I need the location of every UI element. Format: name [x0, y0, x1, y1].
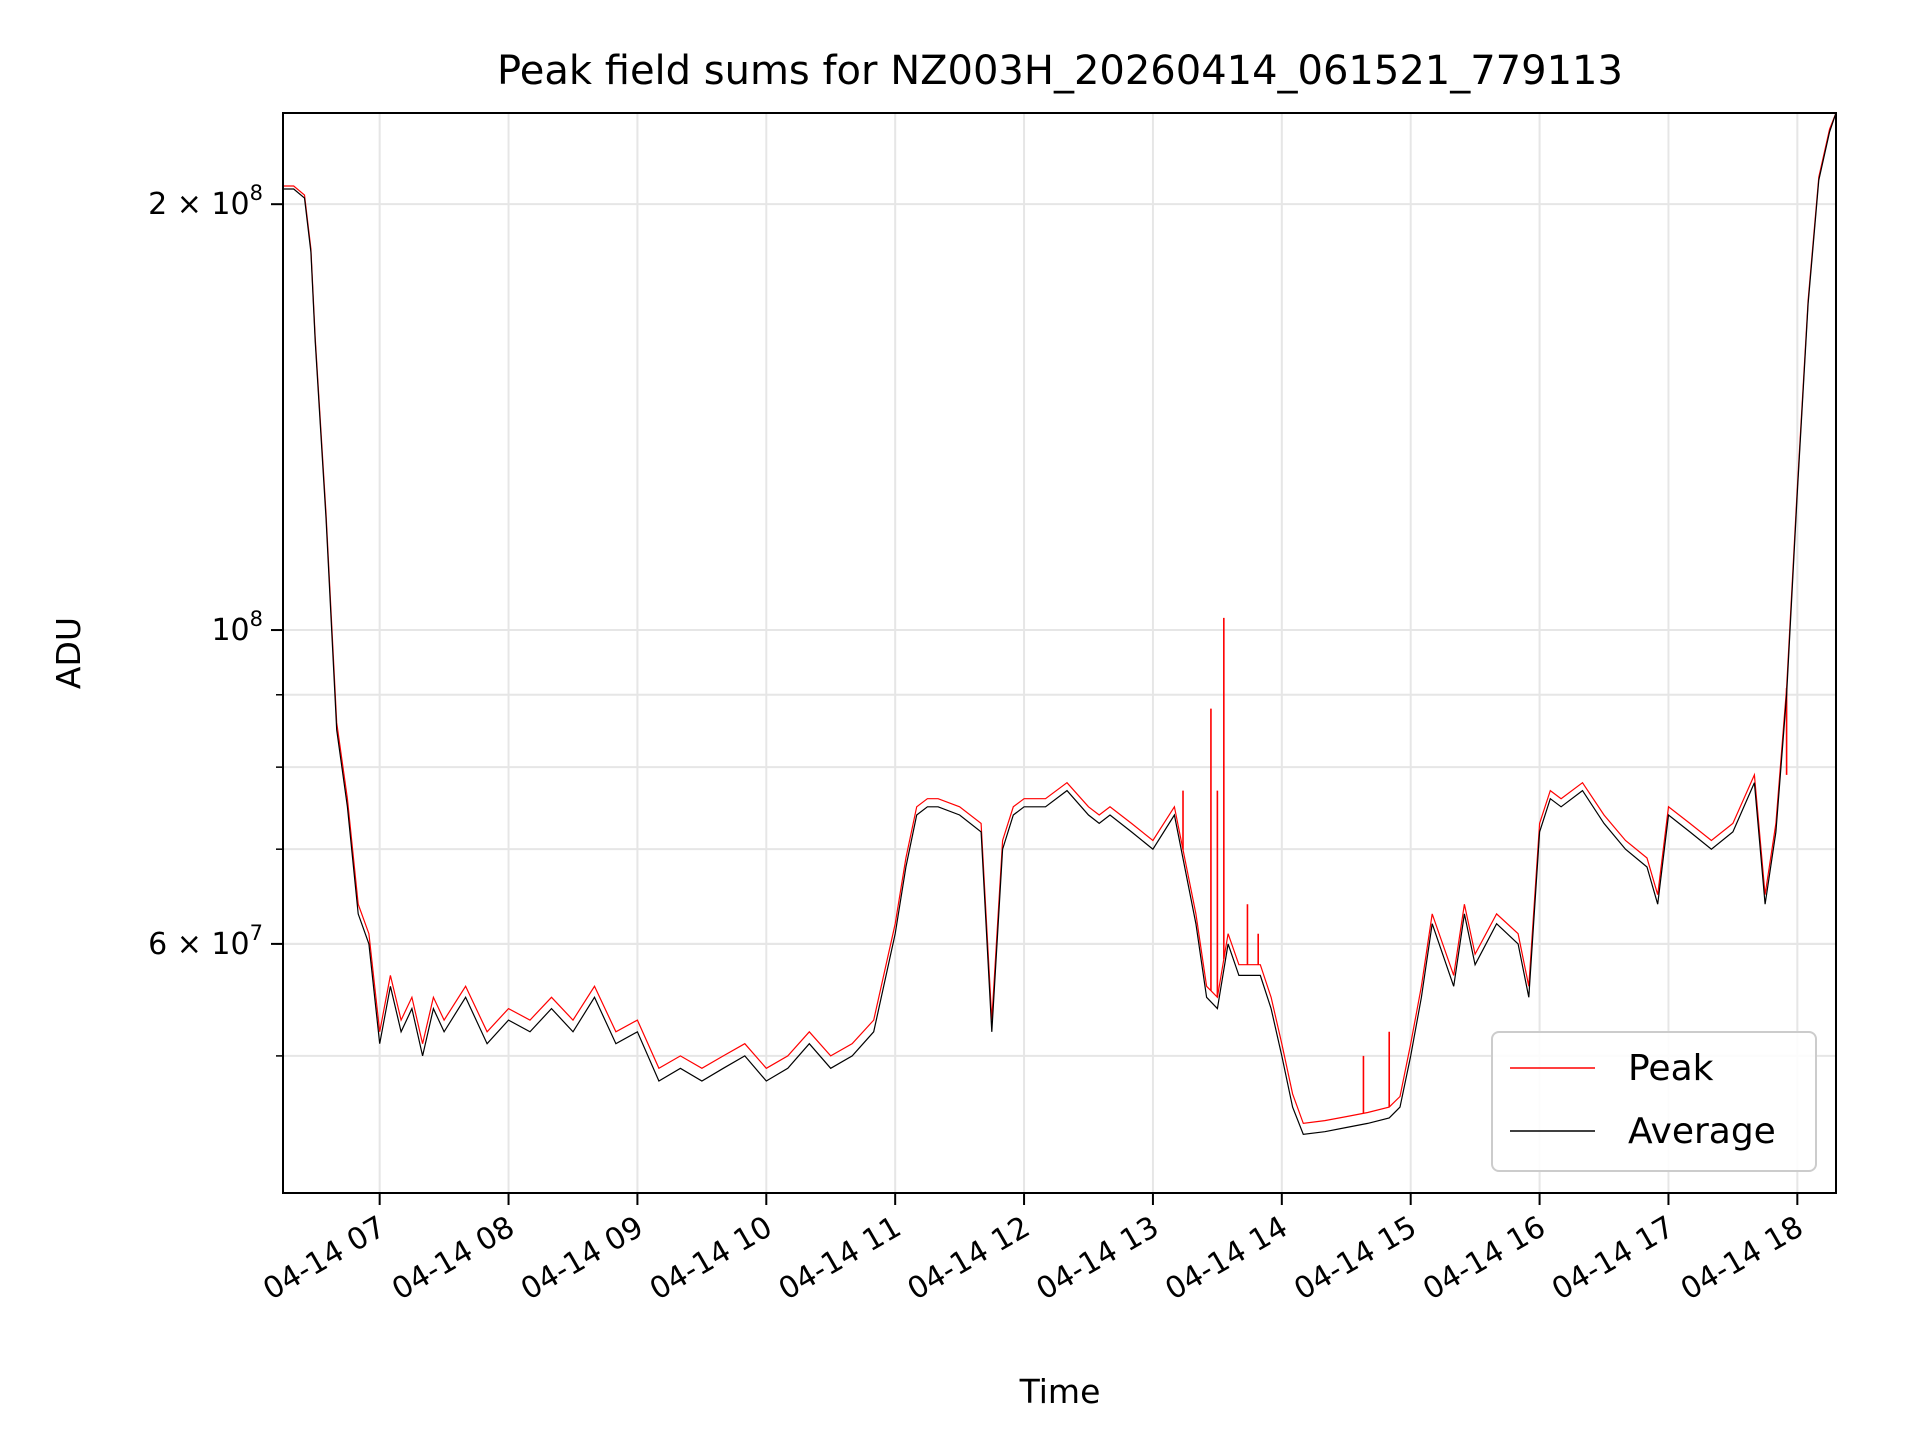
x-tick-label: 04-14 07: [257, 1210, 391, 1308]
x-tick-label: 04-14 13: [1031, 1210, 1165, 1308]
x-tick-label: 04-14 18: [1675, 1210, 1809, 1308]
x-tick-label: 04-14 16: [1417, 1210, 1551, 1308]
peak-spikes: [1182, 617, 1788, 1114]
x-tick-label: 04-14 12: [902, 1210, 1036, 1308]
y-axis-label: ADU: [49, 617, 88, 689]
x-tick-label: 04-14 11: [773, 1210, 907, 1308]
x-tick-label: 04-14 15: [1288, 1210, 1422, 1308]
x-tick-label: 04-14 08: [386, 1210, 520, 1308]
plot-frame: [282, 112, 1837, 1194]
y-tick-label: 6 × 107: [148, 921, 263, 962]
x-axis-label: Time: [1019, 1372, 1101, 1411]
legend-label-average: Average: [1628, 1111, 1776, 1152]
x-tick-label: 04-14 17: [1546, 1210, 1680, 1308]
legend: Peak Average: [1491, 1031, 1817, 1172]
x-tick-label: 04-14 09: [515, 1210, 649, 1308]
chart-title: Peak field sums for NZ003H_20260414_0615…: [497, 48, 1623, 94]
x-tick-label: 04-14 14: [1159, 1210, 1293, 1308]
y-axis-ticks: 2 × 108 108 6 × 107: [148, 181, 283, 1057]
y-tick-label: 108: [211, 607, 263, 648]
legend-label-peak: Peak: [1628, 1048, 1714, 1089]
x-tick-label: 04-14 10: [644, 1210, 778, 1308]
series-line-peak: [283, 112, 1837, 1125]
series-line-average: [283, 112, 1837, 1136]
y-tick-label: 2 × 108: [148, 181, 263, 222]
legend-box: [1491, 1031, 1817, 1172]
